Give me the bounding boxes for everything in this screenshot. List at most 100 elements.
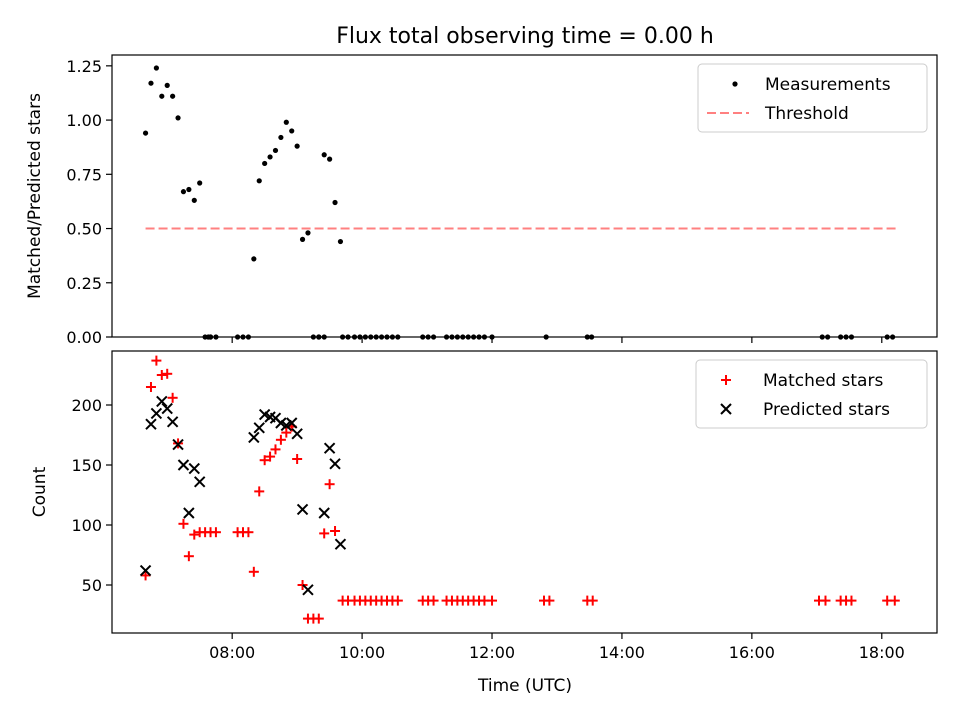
measurement-point — [299, 236, 306, 242]
measurement-point — [191, 197, 197, 203]
matched-stars-point — [140, 570, 151, 581]
matched-stars-point — [846, 595, 857, 606]
bottom-panel-x-axis-label: Time (UTC) — [477, 676, 572, 696]
matched-stars-point — [487, 595, 498, 606]
measurement-point — [327, 156, 333, 162]
matched-stars-point — [270, 444, 281, 455]
measurement-point — [148, 80, 154, 86]
predicted-stars-point — [318, 507, 330, 519]
matched-stars-point — [265, 451, 276, 462]
top-panel-title: Flux total observing time = 0.00 h — [336, 24, 714, 49]
matched-stars-point — [275, 434, 286, 445]
predicted-stars-point — [188, 462, 200, 475]
measurement-point — [256, 178, 262, 184]
bottom-panel-legend: Matched stars Predicted stars — [695, 359, 928, 429]
predicted-stars-point — [172, 438, 184, 451]
predicted-stars-point — [183, 507, 195, 519]
bottom-y-tick-label: 150 — [71, 456, 102, 475]
measurement-point — [180, 189, 187, 195]
measurement-point — [197, 180, 203, 186]
measurement-point — [332, 199, 338, 206]
bottom-legend-matched-label: Matched stars — [763, 371, 883, 391]
measurement-point — [283, 119, 289, 125]
measurement-point — [278, 134, 284, 141]
bottom-x-tick-label: 08:00 — [209, 643, 255, 662]
measurement-point — [337, 238, 344, 245]
bottom-panel-marks — [139, 355, 900, 624]
predicted-stars-point — [329, 458, 341, 470]
measurement-point — [272, 147, 279, 154]
matched-stars-point — [243, 527, 254, 538]
matched-stars-point — [587, 595, 598, 606]
measurement-point — [294, 143, 300, 149]
top-panel-y-axis-label: Matched/Predicted stars — [25, 93, 45, 299]
bottom-x-tick-label: 16:00 — [729, 643, 775, 662]
top-panel-legend: Measurements Threshold — [697, 63, 928, 133]
matched-stars-point — [145, 382, 156, 392]
predicted-stars-point — [145, 418, 157, 430]
predicted-stars-point — [161, 402, 173, 415]
predicted-stars-point — [286, 417, 298, 429]
matched-stars-point — [189, 529, 200, 540]
predicted-stars-point — [253, 422, 265, 434]
matched-stars-point — [820, 595, 831, 606]
measurement-point — [321, 152, 327, 158]
measurement-point — [159, 93, 165, 99]
top-legend-threshold-label: Threshold — [764, 104, 849, 124]
top-legend-measurements-marker — [732, 81, 738, 87]
matched-stars-point — [319, 528, 330, 539]
top-legend-box — [697, 63, 928, 133]
matched-stars-point — [889, 595, 900, 606]
bottom-y-tick-label: 100 — [71, 516, 102, 535]
measurement-point — [164, 82, 170, 88]
predicted-stars-point — [139, 564, 152, 577]
matched-stars-point — [254, 486, 265, 497]
matched-stars-point — [392, 595, 403, 606]
bottom-x-tick-label: 18:00 — [859, 643, 905, 662]
matched-stars-point — [248, 566, 259, 577]
matched-stars-point — [162, 368, 173, 379]
matched-stars-point — [544, 595, 555, 606]
predicted-stars-point — [177, 459, 190, 471]
measurement-point — [267, 154, 273, 160]
top-y-tick-label: 0.75 — [66, 165, 102, 184]
measurement-point — [175, 115, 181, 121]
predicted-stars-point — [334, 538, 347, 550]
matched-stars-point — [324, 479, 335, 490]
matched-stars-point — [259, 455, 270, 466]
predicted-stars-point — [156, 395, 168, 408]
measurement-point — [153, 65, 159, 71]
measurement-point — [305, 230, 311, 236]
predicted-stars-point — [150, 407, 163, 420]
measurement-point — [170, 93, 176, 99]
bottom-panel: Count Time (UTC) 50 100 150 200 08:00 10:00 12… — [30, 350, 938, 696]
bottom-y-tick-label: 200 — [71, 396, 102, 415]
matched-stars-point — [281, 427, 292, 438]
predicted-stars-point — [248, 431, 260, 444]
bottom-panel-y-axis-label: Count — [30, 466, 50, 517]
top-y-tick-label: 0.25 — [66, 274, 102, 293]
predicted-stars-point — [291, 428, 303, 440]
measurement-point — [289, 128, 295, 134]
matched-stars-point — [151, 355, 162, 366]
matched-stars-point — [183, 551, 194, 562]
bottom-legend-box — [695, 359, 928, 429]
matched-stars-point — [178, 518, 189, 529]
bottom-x-tick-label: 10:00 — [339, 643, 385, 662]
measurement-point — [186, 186, 192, 193]
bottom-legend-matched-marker — [721, 375, 731, 385]
bottom-x-tick-label: 12:00 — [469, 643, 515, 662]
top-legend-measurements-label: Measurements — [765, 75, 891, 95]
measurement-point — [251, 256, 257, 262]
top-y-tick-label: 0.00 — [66, 328, 102, 347]
top-y-tick-label: 1.25 — [66, 57, 102, 76]
bottom-x-tick-label: 14:00 — [599, 643, 645, 662]
matched-stars-point — [292, 454, 303, 464]
top-panel-ticks: 0.00 0.25 0.50 0.75 1.00 1.25 — [66, 57, 883, 347]
bottom-legend-predicted-marker — [720, 403, 732, 415]
bottom-panel-ticks: 50 100 150 200 08:00 10:00 12:00 14:00 16:00 18:0… — [71, 396, 904, 662]
predicted-stars-point — [302, 584, 314, 596]
matched-stars-point — [428, 595, 439, 606]
predicted-stars-point — [296, 503, 309, 516]
